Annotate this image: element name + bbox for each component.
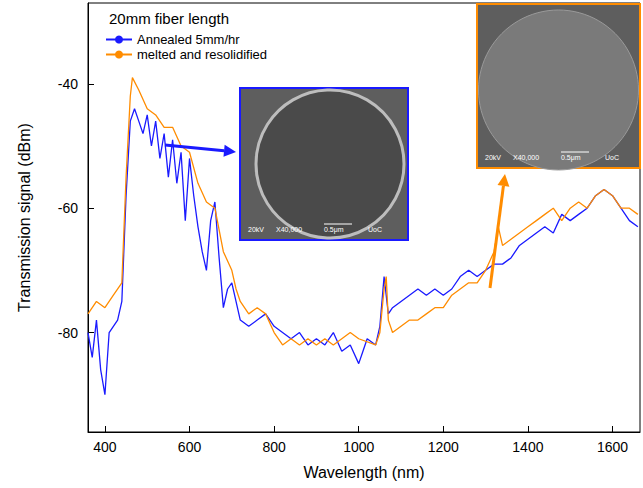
svg-text:1400: 1400	[512, 439, 543, 455]
svg-text:0.5μm: 0.5μm	[561, 154, 581, 162]
svg-text:UoC: UoC	[605, 154, 619, 161]
svg-text:melted and resolidified: melted and resolidified	[137, 47, 267, 62]
svg-text:600: 600	[178, 439, 202, 455]
svg-text:Transmission signal (dBm): Transmission signal (dBm)	[16, 123, 33, 312]
svg-text:X40,000: X40,000	[276, 226, 302, 233]
svg-text:400: 400	[93, 439, 117, 455]
svg-text:1000: 1000	[343, 439, 374, 455]
svg-text:20mm fiber length: 20mm fiber length	[109, 10, 229, 27]
svg-text:Annealed 5mm/hr: Annealed 5mm/hr	[137, 32, 240, 47]
svg-text:1600: 1600	[597, 439, 628, 455]
svg-text:X40,000: X40,000	[513, 154, 539, 161]
svg-text:-60: -60	[58, 200, 78, 216]
svg-text:20kV: 20kV	[248, 226, 264, 233]
svg-text:20kV: 20kV	[485, 154, 501, 161]
svg-text:800: 800	[262, 439, 286, 455]
svg-text:1200: 1200	[428, 439, 459, 455]
svg-text:Wavelength (nm): Wavelength (nm)	[303, 464, 424, 481]
svg-text:UoC: UoC	[368, 226, 382, 233]
svg-text:-80: -80	[58, 325, 78, 341]
svg-text:-40: -40	[58, 76, 78, 92]
svg-text:0.5μm: 0.5μm	[324, 226, 344, 234]
